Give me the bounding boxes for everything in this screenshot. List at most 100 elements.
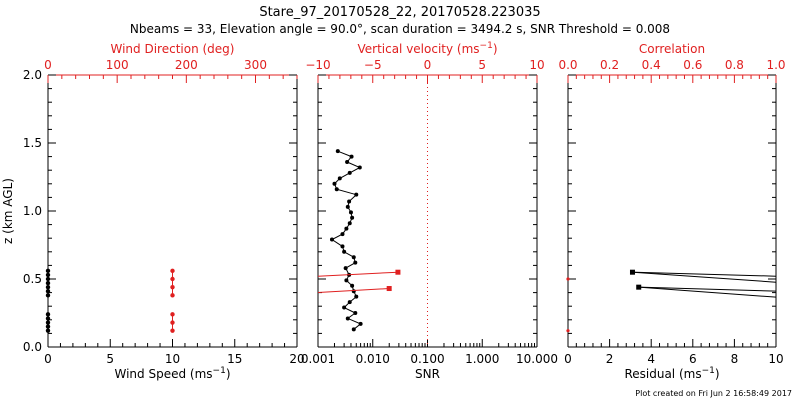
snr-point — [340, 244, 345, 249]
wind-xtick-label: 10 — [165, 352, 180, 366]
snr-point — [344, 278, 349, 283]
residual-point — [636, 284, 642, 290]
snr-point — [350, 283, 355, 288]
snr-xtick-label: 0.100 — [410, 352, 444, 366]
wind-speed-point — [45, 328, 51, 333]
wind-xtick-label: 0 — [44, 352, 52, 366]
residual-segment — [638, 286, 777, 298]
wind-toptick-label: 300 — [244, 58, 267, 72]
snr-point — [342, 305, 347, 310]
residual-xtick-label: 4 — [647, 352, 655, 366]
snr-xtick-label: 0.010 — [356, 352, 390, 366]
wind-xtick-label: 15 — [227, 352, 242, 366]
wind-direction-point — [170, 293, 175, 298]
residual-xtick-label: 10 — [768, 352, 783, 366]
snr-point — [334, 187, 339, 192]
snr-xtick-label: 10.000 — [516, 352, 558, 366]
figure-title: Stare_97_20170528_22, 20170528.223035 — [259, 5, 540, 20]
wind-top-axis-title: Wind Direction (deg) — [111, 42, 235, 56]
residual-point — [629, 269, 635, 275]
snr-point — [353, 311, 358, 315]
wind-xtick-label: 20 — [289, 352, 304, 366]
snr-point — [332, 181, 337, 186]
correlation-point — [566, 277, 570, 281]
snr-xtick-label: 0.001 — [301, 352, 335, 366]
wind-direction-point — [170, 312, 175, 317]
snr-point — [347, 221, 352, 226]
snr-toptick-label: −10 — [305, 58, 330, 72]
snr-point — [347, 300, 352, 305]
residual-toptick-label: 0.4 — [642, 58, 661, 72]
snr-toptick-label: −5 — [364, 58, 382, 72]
snr-point — [335, 149, 340, 154]
snr-point — [354, 294, 359, 299]
wind-toptick-label: 100 — [106, 58, 129, 72]
snr-point — [350, 215, 355, 220]
figure-subtitle: Nbeams = 33, Elevation angle = 90.0°, sc… — [130, 22, 670, 36]
wind-speed-point — [45, 268, 51, 274]
snr-toptick-label: 10 — [529, 58, 544, 72]
snr-point — [347, 170, 352, 175]
snr-point — [344, 226, 349, 231]
wind-speed-point — [45, 312, 51, 317]
snr-point — [358, 321, 363, 326]
snr-point — [351, 327, 356, 332]
wind-speed-point — [45, 272, 51, 278]
snr-point — [345, 316, 350, 321]
vertical-velocity-point — [386, 286, 392, 292]
snr-line — [331, 150, 362, 330]
wind-direction-point — [170, 276, 175, 282]
residual-xtick-label: 6 — [689, 352, 697, 366]
snr-point — [343, 266, 348, 271]
residual-xtick-label: 8 — [731, 352, 739, 366]
wind-speed-point — [45, 280, 51, 286]
wind-direction-point — [170, 284, 175, 290]
ytick-label: 1.0 — [23, 204, 42, 218]
wind-speed-point — [45, 316, 51, 321]
snr-point — [351, 255, 356, 260]
residual-top-axis-title: Correlation — [639, 42, 705, 56]
snr-toptick-label: 5 — [478, 58, 486, 72]
wind-speed-point — [45, 276, 51, 282]
snr-point — [348, 210, 353, 215]
snr-point — [354, 192, 359, 197]
residual-segment — [632, 271, 777, 283]
residual-x-axis-label: Residual (ms−1) — [624, 366, 719, 381]
residual-segment — [632, 271, 777, 277]
wind-direction-point — [170, 268, 175, 274]
snr-point — [342, 249, 347, 254]
residual-toptick-label: 1.0 — [766, 58, 785, 72]
snr-toptick-label: 0 — [424, 58, 432, 72]
snr-point — [337, 176, 342, 181]
snr-point — [351, 289, 356, 294]
vertical-velocity-point — [395, 269, 401, 275]
residual-toptick-label: 0.6 — [683, 58, 702, 72]
snr-point — [347, 199, 352, 204]
wind-direction-point — [170, 328, 175, 333]
ytick-label: 0.0 — [23, 340, 42, 354]
residual-segment — [638, 286, 777, 292]
plot-created-note: Plot created on Fri Jun 2 16:58:49 2017 — [635, 389, 792, 398]
snr-point — [353, 260, 358, 265]
snr-point — [349, 154, 354, 159]
correlation-point — [566, 329, 570, 333]
residual-xtick-label: 0 — [564, 352, 572, 366]
wind-xtick-label: 5 — [106, 352, 114, 366]
ytick-label: 2.0 — [23, 68, 42, 82]
residual-xtick-label: 2 — [606, 352, 614, 366]
wind-x-axis-label: Wind Speed (ms−1) — [115, 366, 231, 381]
wind-speed-point — [45, 289, 51, 294]
residual-toptick-label: 0.8 — [725, 58, 744, 72]
ytick-label: 1.5 — [23, 136, 42, 150]
wind-speed-point — [45, 284, 51, 290]
snr-point — [345, 204, 350, 209]
wind-toptick-label: 0 — [44, 58, 52, 72]
wind-toptick-label: 200 — [175, 58, 198, 72]
residual-toptick-label: 0.0 — [558, 58, 577, 72]
y-axis-label: z (km AGL) — [1, 178, 15, 244]
snr-point — [345, 160, 350, 165]
wind-speed-point — [45, 320, 51, 325]
snr-point — [357, 165, 362, 170]
snr-x-axis-label: SNR — [415, 367, 440, 381]
